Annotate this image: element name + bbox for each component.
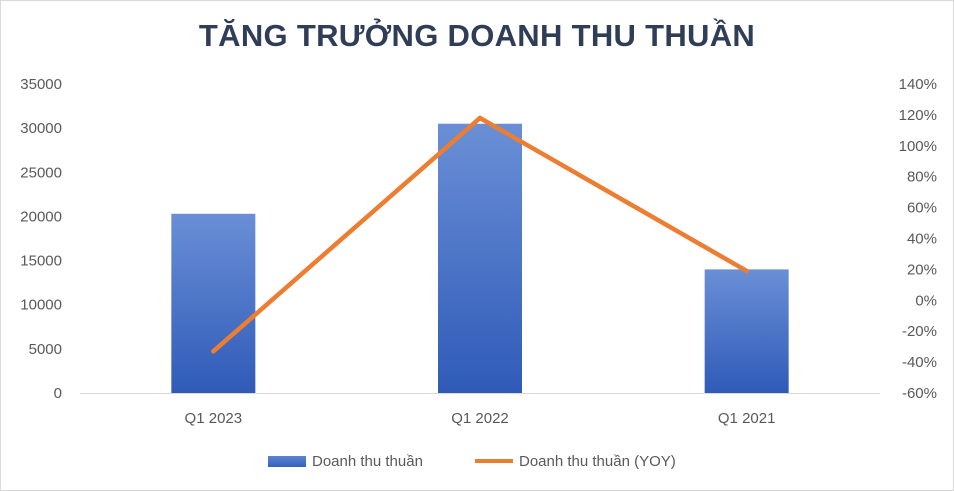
y-right-tick-label: 0% [915,292,937,309]
yoy-point [211,349,216,354]
legend-label-yoy: Doanh thu thuần (YOY) [519,452,676,470]
yoy-point [477,115,483,121]
y-left-tick-label: 15000 [20,253,62,270]
y-right-tick-label: 20% [907,261,937,278]
x-category-label: Q1 2022 [451,410,509,427]
y-right-tick-label: -60% [902,385,937,402]
y-left-tick-label: 30000 [20,120,62,137]
legend-swatch-bar [268,455,306,467]
y-left-tick-label: 5000 [29,341,62,358]
y-right-tick-label: 100% [899,138,937,155]
x-category-label: Q1 2023 [185,410,243,427]
y-left-tick-label: 35000 [20,76,62,93]
y-right-tick-label: 40% [907,231,937,248]
y-left-tick-label: 10000 [20,297,62,314]
y-right-tick-label: 140% [899,76,937,93]
y-right-tick-label: 80% [907,169,937,186]
y-right-tick-label: 60% [907,200,937,217]
bar [438,123,522,393]
legend-item-yoy: Doanh thu thuần (YOY) [475,448,676,474]
y-left-tick-label: 0 [54,385,62,402]
y-left-tick-label: 25000 [20,164,62,181]
y-right-tick-label: -40% [902,354,937,371]
legend-label-revenue: Doanh thu thuần [312,452,423,470]
yoy-point [744,268,749,274]
chart-title: TĂNG TRƯỞNG DOANH THU THUẦN [198,18,756,53]
legend-swatch-line [475,459,513,463]
y-right-tick-label: 120% [899,107,937,124]
legend-item-revenue: Doanh thu thuần [268,448,423,474]
bar [171,213,256,393]
y-right-tick-label: -20% [902,323,937,340]
bar [704,269,789,393]
y-left-tick-label: 20000 [20,208,62,225]
x-category-label: Q1 2021 [718,410,776,427]
chart-legend: Doanh thu thuần Doanh thu thuần (YOY) [0,448,954,474]
